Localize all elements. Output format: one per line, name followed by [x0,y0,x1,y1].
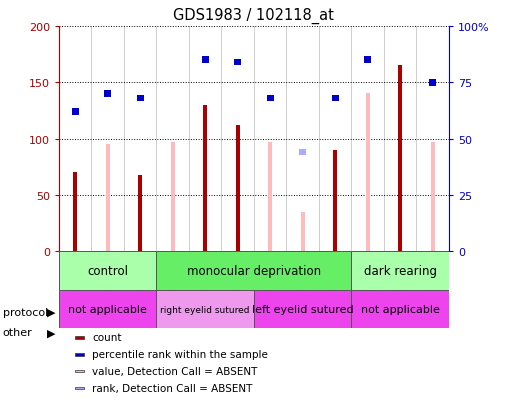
Bar [429,80,436,86]
Bar [171,142,174,252]
Text: right eyelid sutured: right eyelid sutured [161,305,250,314]
Bar [366,94,369,252]
Text: not applicable: not applicable [361,304,440,314]
Bar [59,290,156,328]
Text: left eyelid sutured: left eyelid sutured [252,304,353,314]
Bar [351,252,449,290]
Text: ▶: ▶ [47,307,56,317]
Bar [268,142,272,252]
Text: percentile rank within the sample: percentile rank within the sample [92,349,268,359]
Bar [74,353,84,356]
Bar [331,95,339,102]
Text: ▶: ▶ [47,328,56,337]
Bar [156,290,254,328]
Bar [73,173,77,252]
Bar [74,336,84,339]
Bar [104,91,111,97]
Text: other: other [3,328,32,337]
Text: control: control [87,264,128,277]
Text: not applicable: not applicable [68,304,147,314]
Bar [398,66,402,252]
Bar [364,57,371,64]
Bar [139,175,142,252]
Text: protocol: protocol [3,307,48,317]
Bar [333,150,337,252]
Bar [74,370,84,373]
Bar [301,212,305,252]
Text: dark rearing: dark rearing [364,264,437,277]
Bar [234,59,241,66]
Bar [351,290,449,328]
Text: rank, Detection Call = ABSENT: rank, Detection Call = ABSENT [92,383,252,393]
Bar [59,252,156,290]
Text: monocular deprivation: monocular deprivation [187,264,321,277]
Bar [156,252,351,290]
Bar [203,105,207,252]
Bar [299,149,306,156]
Bar [202,57,209,64]
Text: value, Detection Call = ABSENT: value, Detection Call = ABSENT [92,366,258,376]
Bar [267,95,274,102]
Bar [72,109,79,116]
Bar [236,126,240,252]
Bar [106,145,110,252]
Bar [74,387,84,389]
Text: count: count [92,333,122,343]
Bar [431,142,435,252]
Bar [254,290,351,328]
Title: GDS1983 / 102118_at: GDS1983 / 102118_at [173,8,334,24]
Bar [136,95,144,102]
